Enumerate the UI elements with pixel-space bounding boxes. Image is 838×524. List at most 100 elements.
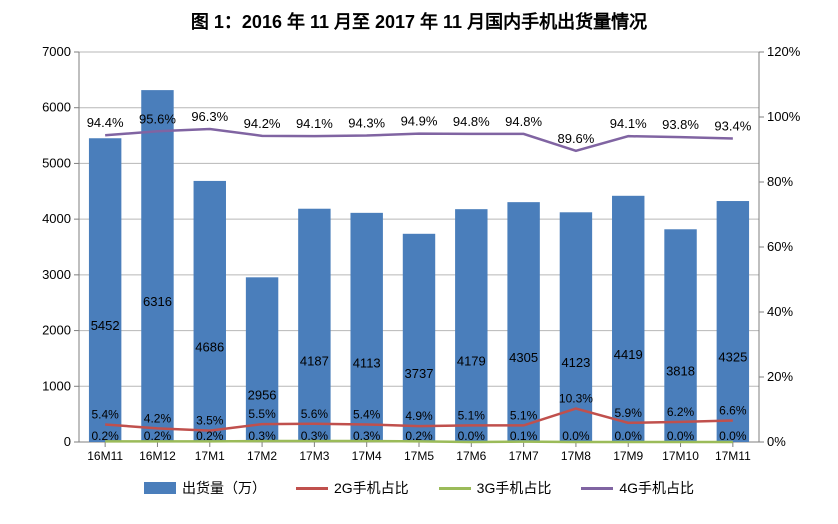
x-label: 17M1 [195, 449, 225, 463]
x-label: 17M11 [715, 449, 751, 463]
bar [89, 138, 121, 442]
label-3g: 0.0% [667, 429, 695, 443]
label-3g: 0.0% [458, 429, 486, 443]
label-2g: 3.5% [196, 414, 224, 428]
label-2g: 5.6% [301, 407, 329, 421]
label-2g: 6.2% [667, 405, 695, 419]
y-right-label: 0% [767, 434, 786, 449]
y-left-label: 4000 [42, 211, 71, 226]
label-4g: 94.8% [453, 114, 490, 129]
y-right-label: 100% [767, 109, 801, 124]
label-bar: 3818 [666, 364, 695, 379]
label-bar: 5452 [91, 318, 120, 333]
x-label: 17M10 [662, 449, 699, 463]
legend-label: 2G手机占比 [334, 478, 409, 498]
x-label: 16M11 [87, 449, 123, 463]
label-3g: 0.2% [196, 429, 224, 443]
legend: 出货量（万） 2G手机占比 3G手机占比 4G手机占比 [0, 478, 838, 498]
x-label: 17M4 [352, 449, 382, 463]
label-4g: 94.3% [348, 116, 385, 131]
x-label: 17M5 [404, 449, 434, 463]
label-bar: 4113 [353, 355, 381, 370]
x-label: 17M8 [561, 449, 591, 463]
label-bar: 4325 [718, 350, 747, 365]
label-4g: 93.4% [714, 118, 751, 133]
label-2g: 4.9% [405, 409, 433, 423]
label-bar: 4179 [457, 354, 486, 369]
x-label: 17M9 [613, 449, 643, 463]
y-right-label: 40% [767, 304, 793, 319]
legend-swatch-line [296, 487, 328, 490]
chart-svg: 0 1000 2000 3000 4000 5000 6000 7000 0% 20% 40% 60%… [19, 42, 819, 472]
label-bar: 4123 [561, 355, 590, 370]
label-2g: 10.3% [559, 392, 593, 406]
y-right-label: 20% [767, 369, 793, 384]
legend-label: 4G手机占比 [619, 478, 694, 498]
label-bar: 3737 [405, 366, 434, 381]
label-bar: 6316 [143, 294, 172, 309]
label-4g: 95.6% [139, 111, 176, 126]
label-3g: 0.3% [301, 429, 329, 443]
label-4g: 93.8% [662, 117, 699, 132]
y-left-label: 7000 [42, 44, 71, 59]
legend-label: 出货量（万） [182, 478, 266, 498]
legend-item: 4G手机占比 [581, 478, 694, 498]
x-label: 17M7 [509, 449, 539, 463]
label-4g: 94.8% [505, 114, 542, 129]
label-2g: 5.4% [91, 407, 119, 421]
label-bar: 4305 [509, 350, 538, 365]
legend-label: 3G手机占比 [477, 478, 552, 498]
x-label: 17M3 [299, 449, 329, 463]
bar [455, 209, 487, 442]
chart-title: 图 1：2016 年 11 月至 2017 年 11 月国内手机出货量情况 [0, 0, 838, 42]
legend-item: 3G手机占比 [439, 478, 552, 498]
y-right-label: 80% [767, 174, 793, 189]
label-2g: 4.2% [144, 411, 172, 425]
chart-area: 0 1000 2000 3000 4000 5000 6000 7000 0% 20% 40% 60%… [19, 42, 819, 472]
label-4g: 89.6% [557, 131, 594, 146]
legend-swatch-bar [144, 482, 176, 494]
label-4g: 94.9% [401, 114, 438, 129]
label-2g: 5.5% [248, 407, 276, 421]
label-4g: 94.4% [87, 115, 124, 130]
bar [194, 181, 226, 442]
label-2g: 5.9% [615, 406, 643, 420]
bar [507, 202, 539, 442]
label-bar: 4686 [195, 339, 224, 354]
label-3g: 0.3% [353, 429, 381, 443]
label-4g: 96.3% [191, 109, 228, 124]
label-4g: 94.1% [610, 116, 647, 131]
y-left-label: 2000 [42, 323, 71, 338]
y-left-label: 5000 [42, 155, 71, 170]
label-3g: 0.3% [248, 429, 276, 443]
y-left-label: 6000 [42, 100, 71, 115]
label-bar: 4187 [300, 353, 329, 368]
legend-swatch-line [581, 487, 613, 490]
x-label: 16M12 [139, 449, 176, 463]
x-label: 17M6 [456, 449, 486, 463]
label-2g: 6.6% [719, 404, 747, 418]
x-label: 17M2 [247, 449, 277, 463]
y-left-label: 3000 [42, 267, 71, 282]
y-left-label: 1000 [42, 378, 71, 393]
label-3g: 0.0% [615, 429, 643, 443]
label-2g: 5.4% [353, 407, 381, 421]
label-3g: 0.2% [144, 429, 172, 443]
label-3g: 0.0% [719, 429, 747, 443]
y-right-label: 120% [767, 44, 801, 59]
label-4g: 94.2% [244, 116, 281, 131]
y-left-label: 0 [64, 434, 71, 449]
label-4g: 94.1% [296, 116, 333, 131]
y-right-label: 60% [767, 239, 793, 254]
label-3g: 0.0% [562, 429, 590, 443]
label-3g: 0.2% [405, 429, 433, 443]
label-3g: 0.2% [91, 429, 119, 443]
label-2g: 5.1% [510, 408, 538, 422]
label-3g: 0.1% [510, 429, 538, 443]
legend-item: 2G手机占比 [296, 478, 409, 498]
label-bar: 2956 [248, 388, 277, 403]
legend-swatch-line [439, 487, 471, 490]
label-2g: 5.1% [458, 408, 486, 422]
legend-item: 出货量（万） [144, 478, 266, 498]
bar [141, 90, 173, 442]
